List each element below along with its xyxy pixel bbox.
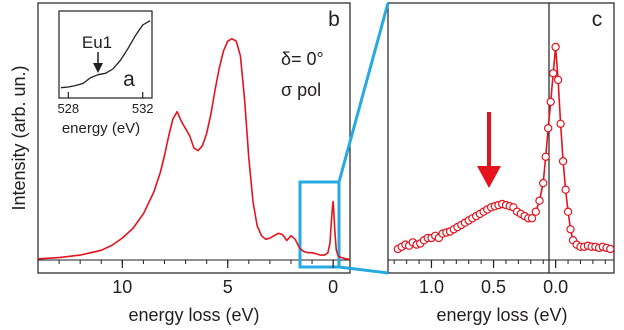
inset-a-label: a	[123, 68, 135, 91]
panel-c-data-point	[541, 152, 550, 161]
panel-c-data-point	[551, 42, 560, 52]
panel-c-xtick-label: 0.5	[481, 277, 506, 297]
panel-c-xtick-label: 1.0	[419, 277, 444, 297]
panel-c-data-point	[546, 97, 555, 107]
panel-b-ticks: 10 5 0	[37, 260, 338, 297]
panel-c-xlabel: energy loss (eV)	[436, 305, 567, 325]
zoom-region-box	[298, 180, 341, 269]
y-axis-label: Intensity (arb. un.)	[9, 65, 29, 210]
panel-b-series-line	[37, 37, 351, 261]
zoom-connector-top	[337, 2, 390, 183]
inset-a-series	[60, 20, 151, 89]
panel-c-data-point	[553, 75, 563, 85]
panel-b-xtick-label: 0	[328, 277, 338, 297]
panel-b-xlabel: energy loss (eV)	[128, 305, 259, 325]
panel-c-data-point	[563, 207, 573, 216]
feature-arrow-head	[477, 166, 501, 188]
polarization-annotation: σ pol	[281, 80, 321, 100]
inset-a-ticks: 528 532	[57, 92, 154, 116]
panel-b-series	[37, 37, 351, 261]
panel-c-data-point	[556, 119, 565, 129]
inset-a-frame	[58, 10, 153, 99]
panel-c-data-point	[539, 178, 548, 188]
panel-c-data-point	[549, 69, 558, 78]
panel-c-frame	[387, 2, 615, 274]
inset-eu1-label: Eu1	[82, 33, 112, 52]
panel-c-data-point	[566, 225, 575, 234]
delta-annotation: δ= 0°	[281, 49, 324, 69]
panel-c-ticks: 1.0 0.5 0.0	[393, 260, 606, 297]
panel-c-label: c	[592, 8, 603, 31]
panel-c-data-point	[606, 244, 615, 254]
panel-c-data-point	[558, 156, 568, 166]
panel-a-xtick-label: 528	[57, 101, 79, 116]
panel-c-series-line	[397, 46, 611, 250]
panel-b-xtick-label: 10	[112, 277, 132, 297]
inset-a-xlabel: energy (eV)	[62, 120, 140, 137]
panel-a-series-line	[60, 20, 151, 89]
panel-c-series	[393, 42, 615, 254]
panel-c-data-point	[561, 185, 570, 194]
panel-a-xtick-label: 532	[132, 101, 154, 116]
panel-c-data-point	[531, 207, 541, 216]
panel-c-xtick-label: 0.0	[543, 277, 568, 297]
panel-b-xtick-label: 5	[223, 277, 233, 297]
panel-c-data-point	[544, 123, 553, 133]
panel-c-data-point	[527, 214, 537, 223]
panel-b-label: b	[328, 8, 340, 31]
inset-arrow-head	[93, 63, 103, 73]
panel-c-data-point	[535, 196, 544, 205]
zoom-connector-bottom	[338, 265, 389, 275]
